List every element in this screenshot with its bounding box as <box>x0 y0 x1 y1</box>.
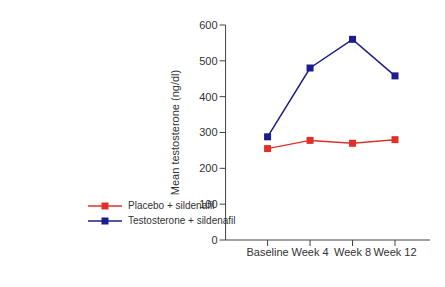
svg-text:Week 4: Week 4 <box>292 246 329 258</box>
svg-text:Baseline: Baseline <box>246 246 288 258</box>
svg-text:400: 400 <box>199 91 217 103</box>
svg-text:Mean testosterone (ng/dl): Mean testosterone (ng/dl) <box>169 70 181 195</box>
svg-text:100: 100 <box>199 198 217 210</box>
svg-text:Week 8: Week 8 <box>334 246 371 258</box>
svg-text:200: 200 <box>199 162 217 174</box>
svg-text:0: 0 <box>211 234 217 246</box>
svg-text:Week 12: Week 12 <box>373 246 416 258</box>
svg-text:300: 300 <box>199 126 217 138</box>
svg-text:600: 600 <box>199 19 217 31</box>
svg-text:500: 500 <box>199 55 217 67</box>
